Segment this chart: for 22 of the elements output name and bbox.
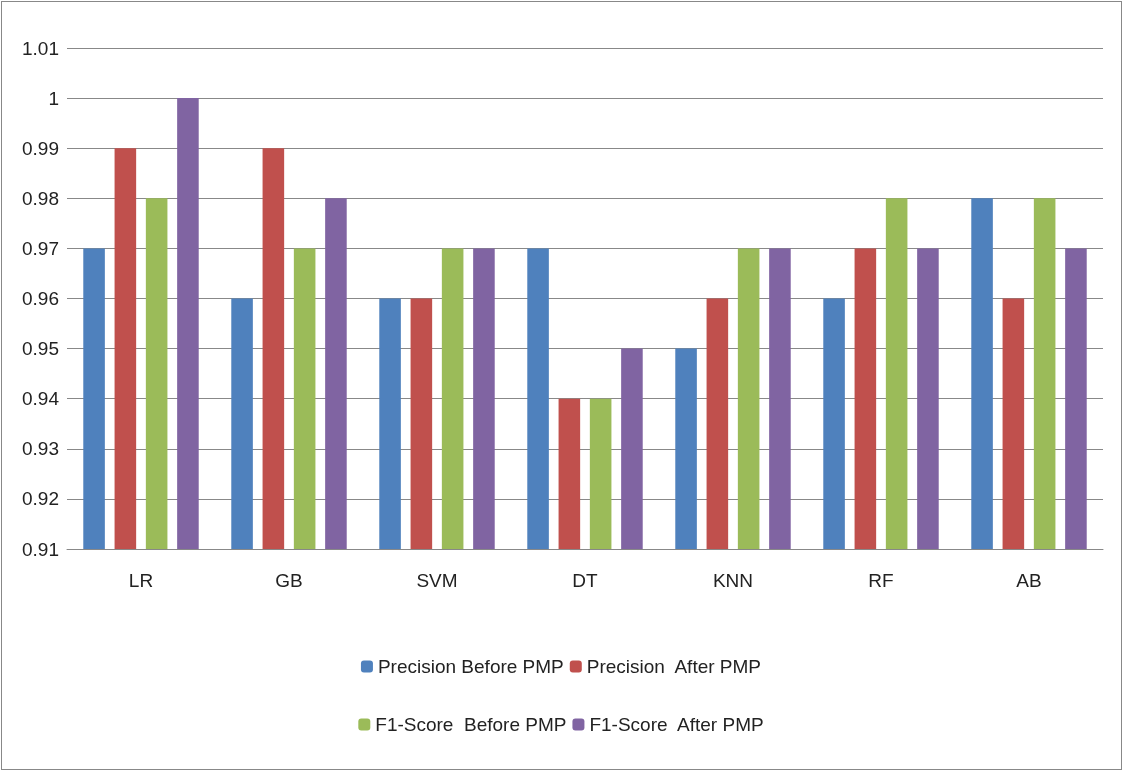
x-tick-label: DT [572,570,599,591]
legend-label: F1-Score After PMP [589,714,764,735]
y-tick-label: 0.95 [22,338,59,360]
x-tick-label: LR [128,570,154,591]
y-tick-label: 0.98 [22,187,59,209]
x-tick-label: GB [275,570,303,591]
y-tick-label: 0.96 [22,288,59,309]
legend-label: Precision After PMP [586,656,762,677]
x-tick-label: SVM [416,570,458,591]
y-tick-label: 1 [48,87,59,109]
legend-label: Precision Before PMP [377,656,564,677]
legend-label: F1-Score Before PMP [375,714,567,735]
y-tick-label: 0.93 [22,438,59,460]
y-tick-label: 0.92 [22,488,59,510]
y-tick-label: 0.97 [22,237,59,259]
x-tick-label: RF [868,570,894,591]
y-tick-label: 0.99 [22,137,59,159]
x-tick-label: KNN [712,570,754,591]
x-tick-label: AB [1016,570,1042,591]
y-tick-label: 0.91 [22,538,59,560]
y-tick-label: 1.01 [22,37,59,59]
y-tick-label: 0.94 [22,388,60,410]
